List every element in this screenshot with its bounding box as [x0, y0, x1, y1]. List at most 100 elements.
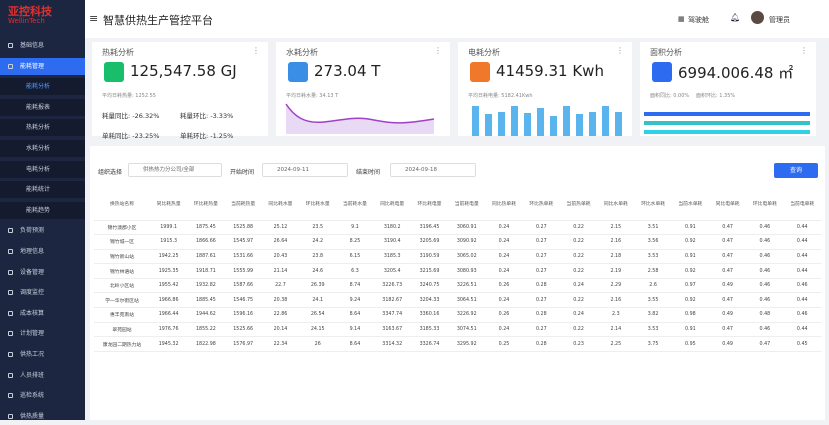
table-cell: 1915.3 [150, 234, 188, 250]
card-title: 热耗分析 [102, 48, 134, 57]
table-cell: 0.27 [522, 234, 560, 250]
menu-icon [8, 352, 13, 357]
cockpit-link[interactable]: 驾驶舱 [688, 16, 709, 24]
menu-item[interactable]: 电耗分析 [0, 160, 85, 178]
table-cell: 3.56 [634, 234, 672, 250]
table-cell: 1955.42 [150, 278, 188, 294]
menu-icon [8, 413, 13, 419]
table-cell: 0.24 [485, 292, 523, 309]
power-bars [472, 106, 622, 136]
menu-item[interactable]: 地理信息 [0, 243, 85, 260]
table-row: 翠苑园站 1976.76 1855.22 1525.66 20.14 24.15 9.14 3… [94, 322, 821, 338]
start-label: 开始时间 [230, 169, 255, 176]
query-button[interactable]: 查询 [774, 163, 818, 178]
user-name[interactable]: 管理员 [769, 16, 790, 24]
table-cell: 8.64 [336, 336, 374, 352]
menu-item[interactable]: 基础信息 [0, 37, 85, 54]
station-name: 锦竹澳郡小区 [94, 220, 150, 236]
table-cell: 3.82 [634, 307, 672, 323]
table-cell: 21.14 [261, 263, 300, 279]
table-cell: 0.24 [485, 234, 523, 250]
table-cell: 0.97 [671, 278, 709, 294]
table-cell: 2.29 [597, 278, 635, 294]
org-select[interactable]: 供热热力分公司/全部 [128, 163, 222, 177]
query-panel: 组织选择 供热热力分公司/全部 开始时间 2024-09-11 结束时间 202… [90, 146, 825, 420]
data-table: 换热站名称 同比耗热量 环比耗热量 当前耗热量 同比耗水量 环比耗水量 当前耗水量 同比耗电量… [94, 190, 821, 352]
column-header: 当前电单耗 [783, 190, 821, 221]
table-cell: 3295.92 [448, 336, 486, 352]
menu-item[interactable]: 热耗分析 [0, 119, 85, 137]
menu-item[interactable]: 供热质量 [0, 408, 85, 425]
bar [498, 112, 505, 136]
logo: 亚控科技 WellinTech [8, 6, 52, 25]
table-cell: 0.23 [559, 336, 598, 352]
table-cell: 3326.74 [410, 336, 449, 352]
table-cell: 0.46 [746, 234, 784, 250]
table-cell: 0.46 [746, 220, 784, 236]
menu-item[interactable]: 设备管理 [0, 264, 85, 281]
table-cell: 0.91 [671, 322, 709, 338]
table-cell: 0.27 [522, 322, 560, 338]
menu-item[interactable]: 人员排班 [0, 367, 85, 384]
card-title: 面积分析 [650, 48, 682, 57]
table-cell: 0.44 [783, 322, 821, 338]
card-value: 273.04 T [314, 62, 381, 80]
table-cell: 0.25 [485, 336, 523, 352]
table-cell: 20.14 [261, 322, 300, 338]
card-menu[interactable]: ⋮ [800, 46, 808, 55]
table-cell: 3226.73 [373, 278, 411, 294]
table-cell: 0.47 [708, 322, 747, 338]
stat-card: 电耗分析 ⋮ 41459.31 Kwh 平均日耗电量: 5182.41Kwh [458, 42, 632, 136]
table-cell: 0.47 [746, 336, 784, 352]
sidebar: 亚控科技 WellinTech 基础信息能耗管理能耗分析能耗报表热耗分析水耗分析电… [0, 0, 85, 420]
bell[interactable]: 🔔︎ [730, 13, 741, 22]
table-cell: 24.2 [299, 234, 337, 250]
column-header: 当前耗水量 [336, 190, 374, 221]
table-cell: 6.15 [336, 249, 374, 265]
menu-item[interactable]: 水耗分析 [0, 140, 85, 157]
table-cell: 24.1 [299, 292, 337, 309]
bar [602, 106, 609, 136]
menu-item[interactable]: 成本核算 [0, 305, 85, 322]
menu-item[interactable]: 计划管理 [0, 325, 85, 342]
start-input[interactable]: 2024-09-11 [262, 163, 348, 177]
table-cell: 9.24 [336, 292, 374, 309]
avatar[interactable] [751, 11, 764, 24]
table-cell: 0.27 [522, 249, 560, 265]
bar [576, 114, 583, 136]
menu-item[interactable]: 调度监控 [0, 284, 85, 301]
table-cell: 8.64 [336, 307, 374, 323]
table-cell: 0.44 [783, 292, 821, 309]
column-header: 环比热单耗 [522, 190, 560, 221]
table-cell: 1966.86 [150, 292, 188, 309]
table-cell: 1555.99 [224, 263, 262, 279]
bar [550, 116, 557, 136]
card-menu[interactable]: ⋮ [252, 46, 260, 55]
menu-item[interactable]: 能耗管理 [0, 57, 85, 75]
menu-item[interactable]: 负荷预测 [0, 222, 85, 239]
table-cell: 0.46 [746, 278, 784, 294]
table-cell: 0.27 [522, 263, 560, 279]
table-cell: 3180.2 [373, 220, 411, 236]
end-input[interactable]: 2024-09-18 [390, 163, 476, 177]
table-cell: 1932.82 [187, 278, 225, 294]
table-cell: 3314.32 [373, 336, 411, 352]
menu-icon [8, 393, 13, 399]
menu-item[interactable]: 能耗统计 [0, 181, 85, 199]
table-cell: 0.49 [708, 307, 747, 323]
menu-item[interactable]: 能耗分析 [0, 78, 85, 96]
menu-item[interactable]: 巡检系统 [0, 387, 85, 404]
menu-item[interactable]: 供热工况 [0, 346, 85, 363]
card-menu[interactable]: ⋮ [434, 46, 442, 55]
menu-item[interactable]: 能耗报表 [0, 98, 85, 116]
card-menu[interactable]: ⋮ [616, 46, 624, 55]
column-header: 当前水单耗 [671, 190, 709, 221]
table-cell: 0.28 [522, 336, 560, 352]
menu-item[interactable]: 能耗趋势 [0, 201, 85, 219]
cockpit-icon[interactable]: ▦ [678, 15, 685, 23]
bar [644, 112, 810, 116]
menu-toggle[interactable]: ≡ [89, 12, 99, 25]
menu-icon [8, 269, 13, 275]
table-cell: 9.14 [336, 322, 374, 338]
